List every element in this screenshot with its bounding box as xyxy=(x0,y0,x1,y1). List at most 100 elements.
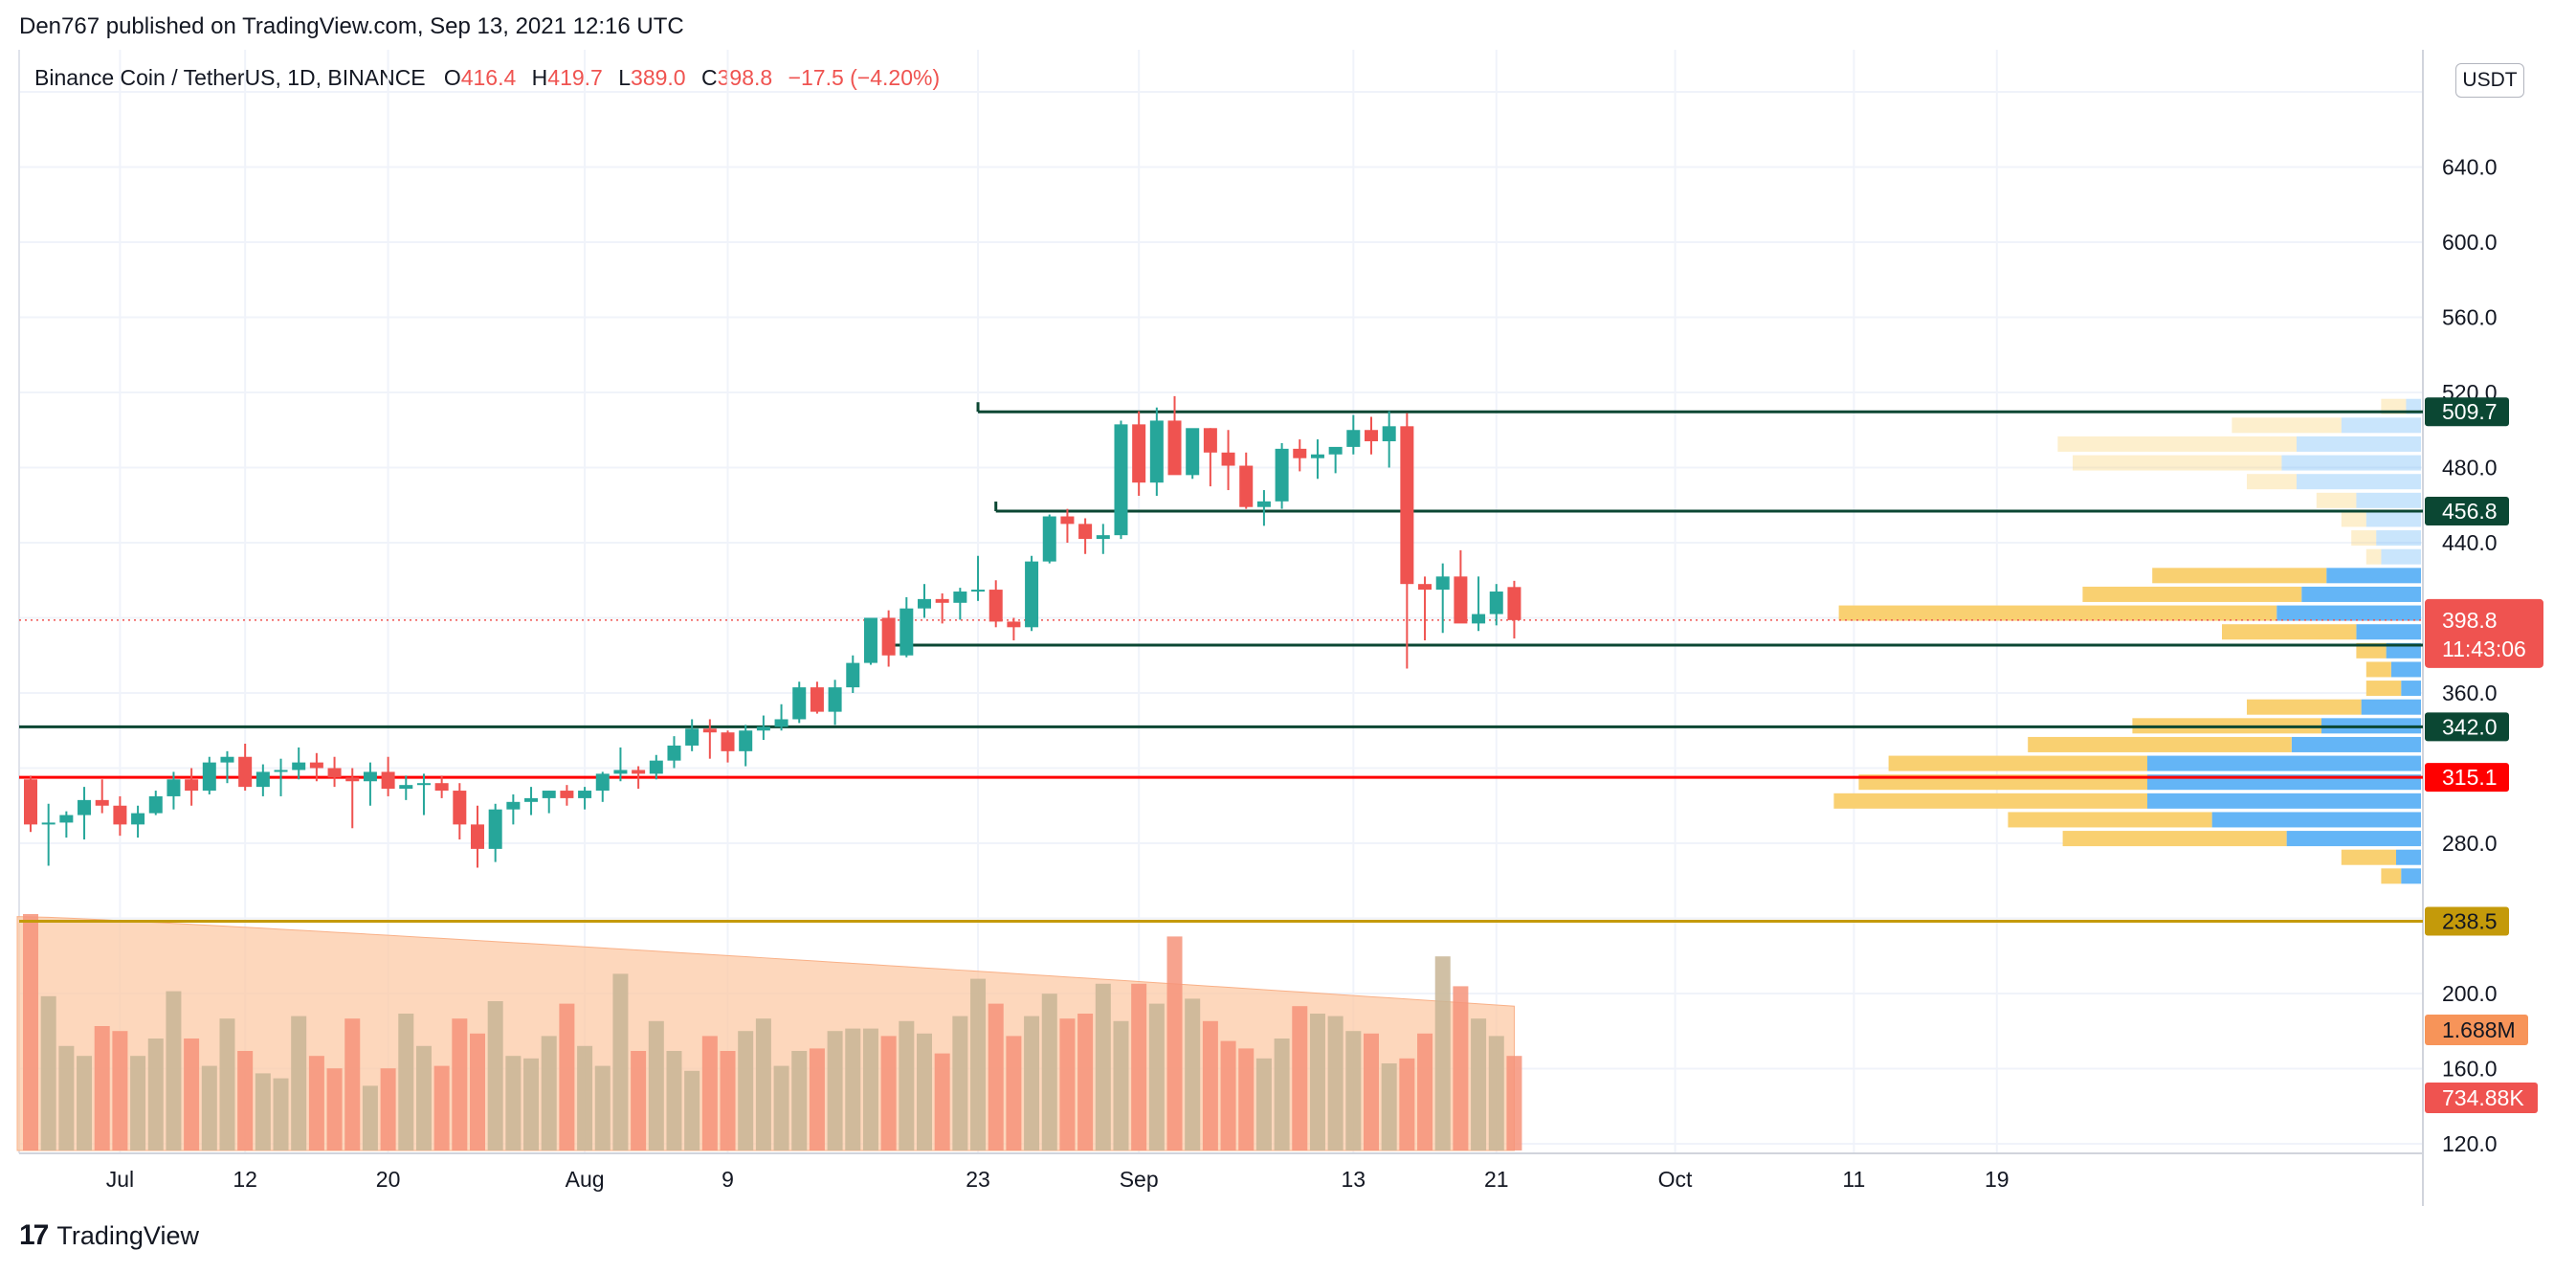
candle-body xyxy=(971,590,986,592)
candle-body xyxy=(1132,424,1146,483)
candle-body xyxy=(95,799,109,806)
volume-bar xyxy=(827,1031,843,1150)
volume-bar xyxy=(219,1018,235,1150)
time-tick-label: Sep xyxy=(1120,1167,1159,1192)
volume-bar xyxy=(594,1065,611,1150)
profile-buy-row xyxy=(2365,548,2382,565)
symbol-name: Binance Coin / TetherUS, 1D, BINANCE xyxy=(34,65,426,90)
profile-sell-row xyxy=(2401,868,2421,884)
volume-bar xyxy=(1255,1058,1272,1150)
candle-body xyxy=(238,756,253,788)
candle-body xyxy=(416,783,431,786)
volume-profile xyxy=(1833,398,2421,884)
tradingview-footer[interactable]: 17 TradingView xyxy=(19,1219,199,1252)
time-tick-label: 12 xyxy=(233,1167,257,1192)
currency-button[interactable]: USDT xyxy=(2455,63,2524,98)
volume-bar xyxy=(648,1020,664,1150)
candle-body xyxy=(78,799,92,815)
volume-bar xyxy=(308,1056,324,1150)
candle-body xyxy=(632,770,646,774)
candle-body xyxy=(595,773,610,792)
volume-bar xyxy=(1345,1031,1362,1150)
profile-sell-row xyxy=(2396,849,2421,865)
volume-current-text: 734.88K xyxy=(2442,1085,2524,1110)
candle-body xyxy=(1507,587,1521,620)
candle-body xyxy=(1310,454,1324,458)
candle-body xyxy=(309,762,323,769)
volume-bar xyxy=(273,1078,289,1150)
level-label-text: 342.0 xyxy=(2442,714,2498,739)
volume-bar xyxy=(1166,936,1183,1150)
volume-ma-label: 1.688M xyxy=(2425,1015,2528,1045)
volume-bar xyxy=(237,1051,254,1150)
level-label: 509.7 xyxy=(2425,397,2509,427)
profile-buy-row xyxy=(2341,849,2396,865)
level-label-text: 315.1 xyxy=(2442,765,2498,790)
close-label: C xyxy=(701,65,718,90)
volume-bar xyxy=(487,1001,503,1150)
candle-body xyxy=(1365,430,1378,442)
volume-bar xyxy=(166,991,182,1150)
volume-bar xyxy=(612,973,629,1150)
volume-bar xyxy=(541,1036,557,1150)
level-label-bg xyxy=(2425,497,2509,526)
volume-bar xyxy=(862,1028,878,1150)
high-label: H xyxy=(531,65,548,90)
low-label: L xyxy=(618,65,632,90)
candle-body xyxy=(363,771,377,782)
candle-body xyxy=(667,745,681,761)
countdown-text: 11:43:06 xyxy=(2442,636,2526,661)
level-label-bg xyxy=(2425,763,2509,793)
last-price-bg xyxy=(2425,598,2543,668)
profile-sell-row xyxy=(2281,455,2421,471)
profile-buy-row xyxy=(1888,755,2147,771)
candle-body xyxy=(828,687,842,712)
candle-body xyxy=(1293,448,1307,458)
high-value: 419.7 xyxy=(547,65,603,90)
profile-sell-row xyxy=(2356,624,2421,640)
candle-body xyxy=(1239,465,1254,507)
volume-ma-text: 1.688M xyxy=(2442,1017,2516,1042)
time-tick-label: 11 xyxy=(1842,1167,1865,1192)
profile-sell-row xyxy=(2356,492,2421,508)
volume-bar xyxy=(880,1036,897,1150)
volume-bar xyxy=(934,1053,950,1150)
price-tick-label: 560.0 xyxy=(2442,305,2498,330)
price-tick-label: 360.0 xyxy=(2442,681,2498,705)
volume-bar xyxy=(1506,1056,1522,1150)
volume-ma-bg xyxy=(2425,1015,2528,1045)
candle-body xyxy=(1078,524,1093,540)
volume-bar xyxy=(380,1068,396,1150)
volume-bar xyxy=(147,1038,164,1150)
time-tick-label: Oct xyxy=(1658,1167,1693,1192)
profile-buy-row xyxy=(2356,642,2387,659)
price-tick-label: 440.0 xyxy=(2442,530,2498,555)
candle-body xyxy=(542,791,556,798)
profile-sell-row xyxy=(2341,417,2421,434)
volume-bar xyxy=(130,1056,146,1150)
volume-bar xyxy=(1292,1006,1308,1150)
candle-body xyxy=(953,592,967,603)
volume-bar xyxy=(970,978,987,1150)
candle-body xyxy=(255,771,270,788)
volume-bar xyxy=(433,1065,450,1150)
volume-bar xyxy=(452,1018,468,1150)
volume-bar xyxy=(1095,983,1111,1150)
profile-buy-row xyxy=(1838,605,2277,621)
price-tick-label: 640.0 xyxy=(2442,155,2498,180)
volume-bar xyxy=(1399,1058,1415,1150)
profile-sell-row xyxy=(2326,568,2421,584)
candle-body xyxy=(274,770,288,772)
profile-buy-row xyxy=(2057,436,2297,452)
candle-body xyxy=(41,822,56,825)
volume-bar xyxy=(1327,1016,1344,1150)
candle-body xyxy=(721,732,735,751)
level-label-bg xyxy=(2425,906,2509,936)
volume-bar xyxy=(1024,1016,1040,1150)
volume-bar xyxy=(773,1065,789,1150)
profile-sell-row xyxy=(2401,681,2421,697)
candle-body xyxy=(988,590,1003,622)
profile-buy-row xyxy=(2028,736,2292,752)
candle-body xyxy=(506,801,521,810)
